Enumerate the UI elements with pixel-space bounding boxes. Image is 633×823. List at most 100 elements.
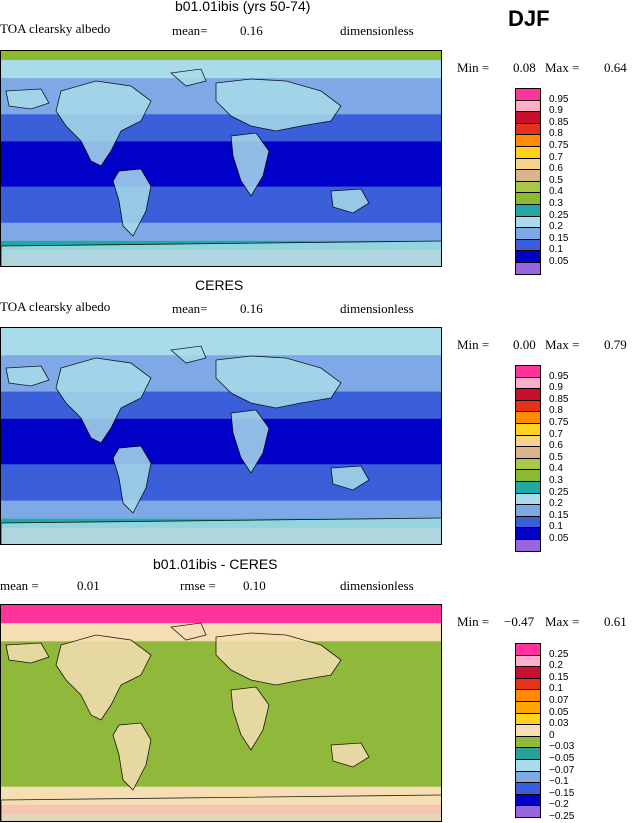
map-field-band bbox=[1, 150, 441, 161]
panel3-map bbox=[0, 604, 442, 822]
map-field-band bbox=[1, 605, 441, 616]
colorbar-tick-label: 0.85 bbox=[549, 393, 569, 405]
colorbar-tick-label: 0.1 bbox=[549, 683, 563, 695]
panel1-mean-value: 0.16 bbox=[240, 23, 263, 38]
colorbar-tick-label: 0.7 bbox=[549, 428, 563, 440]
map-field-band bbox=[1, 69, 441, 80]
colorbar-tick-label: 0.95 bbox=[549, 93, 569, 105]
colorbar-tick-label: 0.5 bbox=[549, 451, 563, 463]
colorbar-tick-label: 0.05 bbox=[549, 533, 569, 544]
map-field-band bbox=[1, 668, 441, 679]
map-field-band bbox=[1, 204, 441, 215]
map-field-band bbox=[1, 491, 441, 502]
colorbar-tick-label: −0.25 bbox=[549, 811, 575, 822]
map-field-band bbox=[1, 51, 441, 62]
coastline bbox=[55, 634, 152, 721]
map-field-band bbox=[1, 337, 441, 348]
colorbar-tick-label: 0.25 bbox=[549, 486, 569, 498]
map-field-band bbox=[1, 723, 441, 734]
panel3-mean-value: 0.01 bbox=[77, 578, 100, 593]
coastline bbox=[215, 632, 342, 686]
map-field-band bbox=[1, 231, 441, 242]
panel3-rmse-label: rmse = bbox=[180, 578, 216, 593]
colorbar-tick-label: 0.85 bbox=[549, 116, 569, 128]
colorbar-tick-label: 0.2 bbox=[549, 221, 563, 233]
panel1-max-label: Max = bbox=[545, 60, 580, 75]
colorbar-swatch bbox=[515, 539, 541, 552]
map-field-band bbox=[1, 686, 441, 697]
colorbar-tick-label: 0.1 bbox=[549, 521, 563, 533]
map-field-band bbox=[1, 400, 441, 411]
panel2-min-label: Min = bbox=[457, 337, 490, 352]
colorbar-tick-label: 0.4 bbox=[549, 463, 563, 475]
panel1-max-value: 0.64 bbox=[604, 60, 627, 75]
colorbar-tick-label: 0.7 bbox=[549, 151, 563, 163]
map-field-band bbox=[1, 614, 441, 625]
colorbar-tick-label: −0.2 bbox=[549, 799, 569, 811]
colorbar-tick-label: 0.1 bbox=[549, 244, 563, 256]
colorbar-tick-label: −0.03 bbox=[549, 741, 575, 753]
panel1-map-field bbox=[1, 51, 441, 266]
map-field-band bbox=[1, 123, 441, 134]
colorbar-tick-label: 0.9 bbox=[549, 382, 563, 394]
map-field-band bbox=[1, 346, 441, 357]
colorbar-tick-label: 0.9 bbox=[549, 105, 563, 117]
map-field-band bbox=[1, 409, 441, 420]
panel2-mean-value: 0.16 bbox=[240, 301, 263, 316]
panel2-min-value: 0.00 bbox=[513, 337, 536, 352]
panel1-units: dimensionless bbox=[340, 23, 414, 38]
map-field-band bbox=[1, 509, 441, 520]
panel2-map bbox=[0, 327, 442, 545]
coastline bbox=[215, 355, 342, 409]
coastline bbox=[5, 365, 50, 387]
map-field-band bbox=[1, 732, 441, 743]
panel3-colorbar: 0.25 0.2 0.15 0.1 0.07 0.05 0.03 0 −0.03 −0.05 −0.… bbox=[515, 643, 595, 822]
map-field-band bbox=[1, 105, 441, 116]
panel1-min-value: 0.08 bbox=[513, 60, 536, 75]
coastline bbox=[230, 409, 270, 474]
colorbar-tick-label: 0.15 bbox=[549, 671, 569, 683]
map-field-band bbox=[1, 418, 441, 429]
panel1-title: b01.01ibis (yrs 50-74) bbox=[175, 0, 311, 14]
map-field-band bbox=[1, 704, 441, 715]
coastline bbox=[230, 686, 270, 751]
map-field-band bbox=[1, 132, 441, 143]
panel2-title: CERES bbox=[195, 277, 244, 293]
map-field-band bbox=[1, 222, 441, 233]
map-field-band bbox=[1, 768, 441, 779]
map-field-band bbox=[1, 437, 441, 448]
panel3-min-label: Min = bbox=[457, 614, 490, 629]
map-field-band bbox=[1, 186, 441, 197]
coastline bbox=[170, 622, 207, 641]
map-field-band bbox=[1, 328, 441, 339]
coastline bbox=[5, 642, 50, 664]
colorbar-tick-label: 0.05 bbox=[549, 706, 569, 718]
map-field-band bbox=[1, 695, 441, 706]
panel3-units: dimensionless bbox=[340, 578, 414, 593]
panel1-map bbox=[0, 50, 442, 267]
coastline bbox=[112, 445, 152, 514]
map-field-band bbox=[1, 677, 441, 688]
panel2-max-label: Max = bbox=[545, 337, 580, 352]
map-field-band bbox=[1, 623, 441, 634]
panel3-max-value: 0.61 bbox=[604, 614, 627, 629]
coastline bbox=[170, 68, 207, 87]
map-field-band bbox=[1, 786, 441, 797]
panel2-max-value: 0.79 bbox=[604, 337, 627, 352]
colorbar-tick-label: 0.6 bbox=[549, 163, 563, 175]
coastline bbox=[330, 465, 370, 491]
colorbar-tick-label: 0.15 bbox=[549, 509, 569, 521]
map-field-band bbox=[1, 195, 441, 206]
colorbar-tick-label: 0.75 bbox=[549, 417, 569, 428]
colorbar-tick-label: 0.15 bbox=[549, 232, 569, 244]
map-field-band bbox=[1, 659, 441, 670]
map-field-band bbox=[1, 482, 441, 493]
panel1-colorbar: 0.95 0.9 0.85 0.8 0.75 0.7 0.6 0.5 0.4 0.3 0.25 0.2… bbox=[515, 88, 595, 275]
coastline bbox=[330, 742, 370, 768]
colorbar-tick-label: 0.3 bbox=[549, 198, 563, 209]
coastline bbox=[5, 88, 50, 110]
colorbar-tick-label: 0.05 bbox=[549, 256, 569, 267]
panel1-min-label: Min = bbox=[457, 60, 490, 75]
coastline bbox=[215, 78, 342, 132]
map-field-band bbox=[1, 777, 441, 788]
